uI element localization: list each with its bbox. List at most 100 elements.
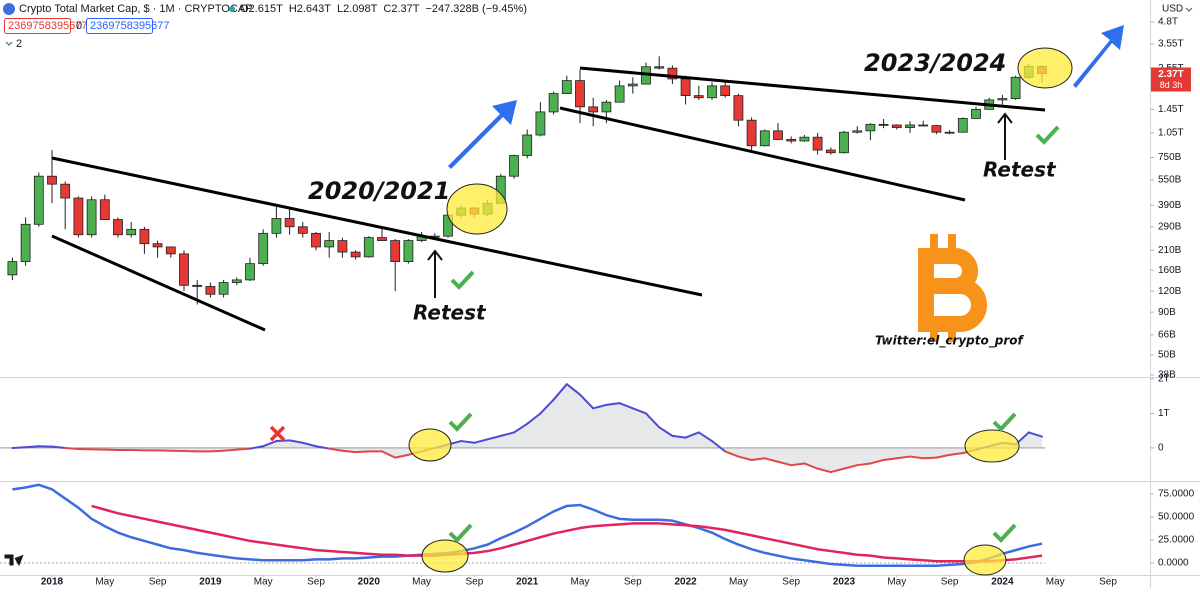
- x-tick-label: Sep: [466, 577, 484, 588]
- ohlc-value: O2.615T: [240, 3, 283, 15]
- candle-body: [180, 254, 189, 285]
- oscillator-segment: [923, 458, 936, 459]
- y-tick-label: 290B: [1158, 221, 1182, 232]
- candle-body: [892, 125, 901, 128]
- x-tick-label: May: [95, 577, 114, 588]
- x-tick-label: Sep: [307, 577, 325, 588]
- candle-body: [602, 102, 611, 112]
- candle-body: [694, 96, 703, 98]
- candle-body: [879, 124, 888, 125]
- candle-body: [853, 131, 862, 132]
- oscillator-segment: [210, 451, 223, 452]
- candle-body: [272, 218, 281, 233]
- candle-body: [747, 120, 756, 146]
- input-value[interactable]: 2369758395677: [90, 20, 170, 32]
- x-tick-label: 2022: [674, 577, 697, 588]
- x-tick-label: Sep: [624, 577, 642, 588]
- candle-body: [61, 184, 70, 198]
- candle-body: [404, 241, 413, 262]
- candle-body: [589, 107, 598, 112]
- y-tick-label: 0.0000: [1158, 558, 1189, 569]
- candle-body: [523, 135, 532, 156]
- candle-body: [114, 220, 123, 235]
- ohlc-value: L2.098T: [337, 3, 378, 15]
- highlight-ellipse: [964, 545, 1006, 575]
- candle-body: [708, 86, 717, 98]
- symbol-title[interactable]: Crypto Total Market Cap, $ · 1M · CRYPTO…: [19, 3, 253, 15]
- candle-body: [351, 252, 360, 257]
- candle-body: [391, 241, 400, 262]
- x-tick-label: Sep: [941, 577, 959, 588]
- x-tick-label: 2024: [991, 577, 1014, 588]
- x-tick-label: Sep: [149, 577, 167, 588]
- currency-label[interactable]: USD: [1162, 4, 1183, 15]
- candle-body: [259, 233, 268, 263]
- highlight-ellipse: [965, 430, 1019, 462]
- candle-body: [378, 238, 387, 241]
- y-tick-label: 75.0000: [1158, 489, 1195, 500]
- candle-body: [193, 285, 202, 286]
- candle-body: [549, 94, 558, 112]
- y-tick-label: 550B: [1158, 175, 1182, 186]
- candle-body: [166, 247, 175, 254]
- y-tick-label: 3.55T: [1158, 39, 1184, 50]
- y-tick-label: 50B: [1158, 350, 1176, 361]
- candle-body: [298, 227, 307, 234]
- oscillator-segment: [65, 448, 78, 449]
- input-value[interactable]: 0: [76, 20, 82, 32]
- highlight-ellipse: [422, 540, 468, 572]
- x-tick-label: Sep: [1099, 577, 1117, 588]
- countdown: 8d 3h: [1160, 80, 1183, 90]
- annotation: 2020/2021: [308, 177, 450, 205]
- candle-body: [312, 233, 321, 247]
- candle-body: [958, 118, 967, 132]
- candle-body: [919, 125, 928, 126]
- oscillator-segment: [224, 450, 237, 451]
- candle-body: [34, 176, 43, 224]
- y-tick-label: 66B: [1158, 329, 1176, 340]
- y-tick-label: 1T: [1158, 408, 1170, 419]
- oscillator-segment: [26, 446, 39, 447]
- y-tick-label: 1.45T: [1158, 104, 1184, 115]
- candle-body: [906, 125, 915, 128]
- candle-body: [285, 218, 294, 226]
- oscillator-segment: [237, 449, 250, 450]
- x-tick-label: 2019: [199, 577, 222, 588]
- oscillator-segment: [342, 451, 355, 452]
- y-tick-label: 120B: [1158, 286, 1182, 297]
- annotation: Twitter:el_crypto_prof: [875, 334, 1024, 349]
- candle-body: [615, 86, 624, 102]
- candle-body: [74, 198, 83, 235]
- oscillator-segment: [12, 447, 25, 448]
- candle-body: [562, 81, 571, 94]
- candle-body: [100, 200, 109, 220]
- candle-body: [787, 139, 796, 141]
- y-tick-label: 210B: [1158, 245, 1182, 256]
- y-tick-label: 90B: [1158, 307, 1176, 318]
- indicator-count[interactable]: 2: [16, 38, 22, 50]
- candle-body: [932, 126, 941, 133]
- x-tick-label: 2018: [41, 577, 64, 588]
- x-tick-label: May: [571, 577, 590, 588]
- y-tick-label: 1.05T: [1158, 128, 1184, 139]
- highlight-ellipse: [447, 184, 507, 234]
- annotation: 2023/2024: [864, 49, 1006, 77]
- highlight-ellipse: [1018, 48, 1072, 88]
- candle-body: [87, 200, 96, 235]
- y-tick-label: 2T: [1158, 374, 1170, 385]
- candle-body: [510, 156, 519, 177]
- candle-body: [246, 264, 255, 280]
- candle-body: [153, 244, 162, 247]
- candle-body: [1011, 77, 1020, 98]
- candle-body: [945, 132, 954, 133]
- x-tick-label: May: [254, 577, 273, 588]
- candle-body: [972, 109, 981, 118]
- candle-body: [628, 84, 637, 86]
- candle-body: [998, 99, 1007, 100]
- candle-body: [338, 241, 347, 253]
- candle-body: [576, 81, 585, 107]
- candle-body: [655, 67, 664, 68]
- x-tick-label: May: [412, 577, 431, 588]
